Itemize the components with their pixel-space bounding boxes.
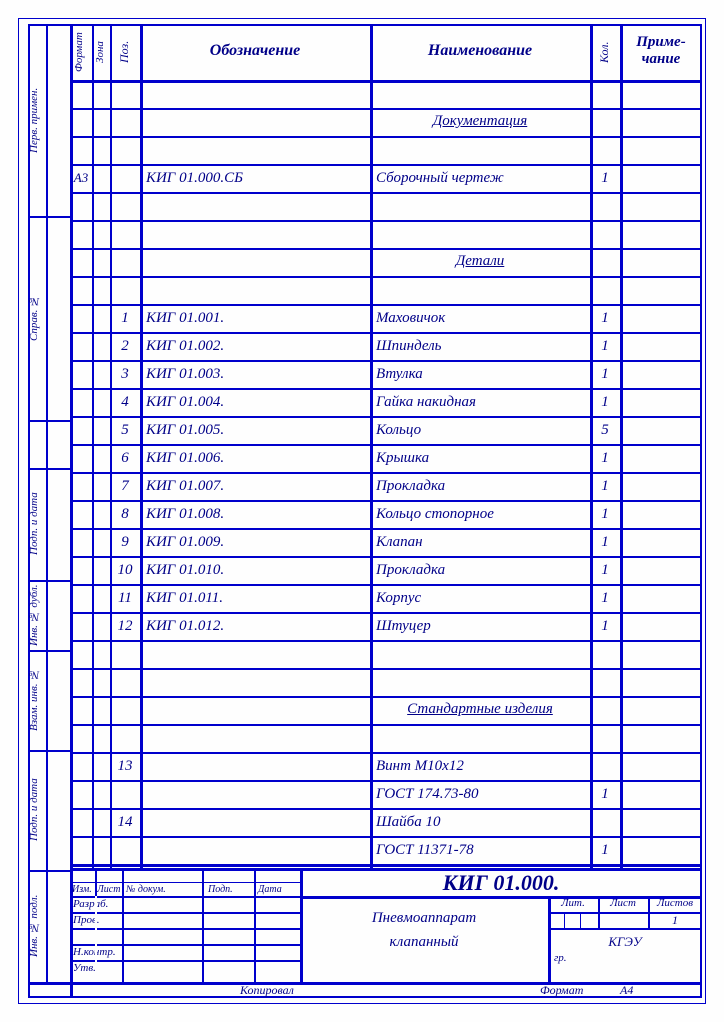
header-format: Формат [73,28,85,76]
cell-name-16: Клапан [376,534,423,551]
cell-pos-18: 11 [110,590,140,607]
cell-qty-17: 1 [590,562,620,579]
cell-qty-16: 1 [590,534,620,551]
cell-qty-9: 1 [590,338,620,355]
header-qty: Кол. [597,28,612,76]
cell-qty-10: 1 [590,366,620,383]
cell-name-18: Корпус [376,590,421,607]
tb-listov-val: 1 [648,913,702,928]
tb-list: Лист [598,897,648,909]
cell-pos-14: 7 [110,478,140,495]
cell-desig-10: КИГ 01.003. [146,366,224,383]
cell-pos-17: 10 [110,562,140,579]
cell-qty-14: 1 [590,478,620,495]
tb-product-name-2: клапанный [300,934,548,951]
cell-name-8: Маховичок [376,310,445,327]
left-margin-label-0: Перв. примен. [28,28,40,212]
cell-qty-12: 5 [590,422,620,439]
tb-org: КГЭУ [548,934,702,950]
header-name: Наименование [370,42,590,60]
cell-qty-3: 1 [590,170,620,187]
left-margin-label-2: Подп. и дата [28,472,40,576]
cell-pos-10: 3 [110,366,140,383]
cell-name-9: Шпиндель [376,338,442,355]
cell-section-1: Документация [370,113,590,130]
cell-pos-13: 6 [110,450,140,467]
cell-qty-27: 1 [590,842,620,859]
cell-name-24: Винт М10х12 [376,758,464,775]
left-margin-label-4: Взам. инв. № [28,654,40,746]
cell-name-13: Крышка [376,450,429,467]
header-pos: Поз. [117,28,132,76]
tb-format-value: А4 [620,983,633,998]
cell-section-6: Детали [370,253,590,270]
header-designation: Обозначение [140,42,370,60]
cell-pos-8: 1 [110,310,140,327]
cell-format-3: А3 [70,170,92,186]
tb-kopiroval: Копировал [240,983,294,998]
cell-name-26: Шайба 10 [376,814,440,831]
cell-name-19: Штуцер [376,618,431,635]
cell-qty-13: 1 [590,450,620,467]
header-zone: Зона [94,28,106,76]
cell-name-3: Сборочный чертеж [376,170,504,187]
cell-pos-11: 4 [110,394,140,411]
cell-pos-12: 5 [110,422,140,439]
cell-name-12: Кольцо [376,422,421,439]
tb-ndokum: № докум. [126,884,166,895]
cell-desig-19: КИГ 01.012. [146,618,224,635]
tb-data: Дата [258,884,282,895]
cell-desig-16: КИГ 01.009. [146,534,224,551]
left-margin-label-5: Подп. и дата [28,754,40,866]
left-margin-label-3: Инв. № дубл. [28,584,40,646]
cell-name-27: ГОСТ 11371-78 [376,842,474,859]
tb-list-col: Лист [97,884,120,895]
tb-product-name-1: Пневмоаппарат [300,910,548,927]
tb-razrab: Разраб. [73,898,108,910]
header-note: Приме-чание [620,34,702,68]
cell-name-10: Втулка [376,366,423,383]
left-margin-label-6: Инв. № подл. [28,874,40,978]
cell-name-11: Гайка накидная [376,394,476,411]
tb-utv: Утв. [73,962,96,974]
cell-pos-9: 2 [110,338,140,355]
cell-desig-12: КИГ 01.005. [146,422,224,439]
page: Перв. примен. Справ. № Подп. и дата Инв. № … [0,0,724,1022]
tb-podp: Подп. [208,884,233,895]
cell-desig-3: КИГ 01.000.СБ [146,170,243,187]
cell-qty-25: 1 [590,786,620,803]
cell-qty-18: 1 [590,590,620,607]
cell-pos-26: 14 [110,814,140,831]
cell-desig-15: КИГ 01.008. [146,506,224,523]
cell-pos-15: 8 [110,506,140,523]
cell-qty-15: 1 [590,506,620,523]
tb-listov: Листов [648,897,702,909]
cell-pos-24: 13 [110,758,140,775]
cell-desig-9: КИГ 01.002. [146,338,224,355]
cell-pos-16: 9 [110,534,140,551]
cell-desig-8: КИГ 01.001. [146,310,224,327]
cell-desig-13: КИГ 01.006. [146,450,224,467]
tb-main-designation: КИГ 01.000. [300,870,702,896]
cell-desig-11: КИГ 01.004. [146,394,224,411]
tb-group: гр. [554,952,567,964]
cell-qty-8: 1 [590,310,620,327]
cell-name-14: Прокладка [376,478,445,495]
cell-pos-19: 12 [110,618,140,635]
tb-format-label: Формат [540,983,583,998]
cell-desig-14: КИГ 01.007. [146,478,224,495]
tb-izm: Изм. [72,884,92,895]
left-margin-label-1: Справ. № [28,220,40,416]
cell-desig-18: КИГ 01.011. [146,590,223,607]
cell-qty-19: 1 [590,618,620,635]
cell-desig-17: КИГ 01.010. [146,562,224,579]
tb-lit: Лит. [548,897,598,909]
cell-section-22: Стандартные изделия [370,701,590,718]
cell-name-15: Кольцо стопорное [376,506,494,523]
cell-name-25: ГОСТ 174.73-80 [376,786,479,803]
cell-qty-11: 1 [590,394,620,411]
cell-name-17: Прокладка [376,562,445,579]
